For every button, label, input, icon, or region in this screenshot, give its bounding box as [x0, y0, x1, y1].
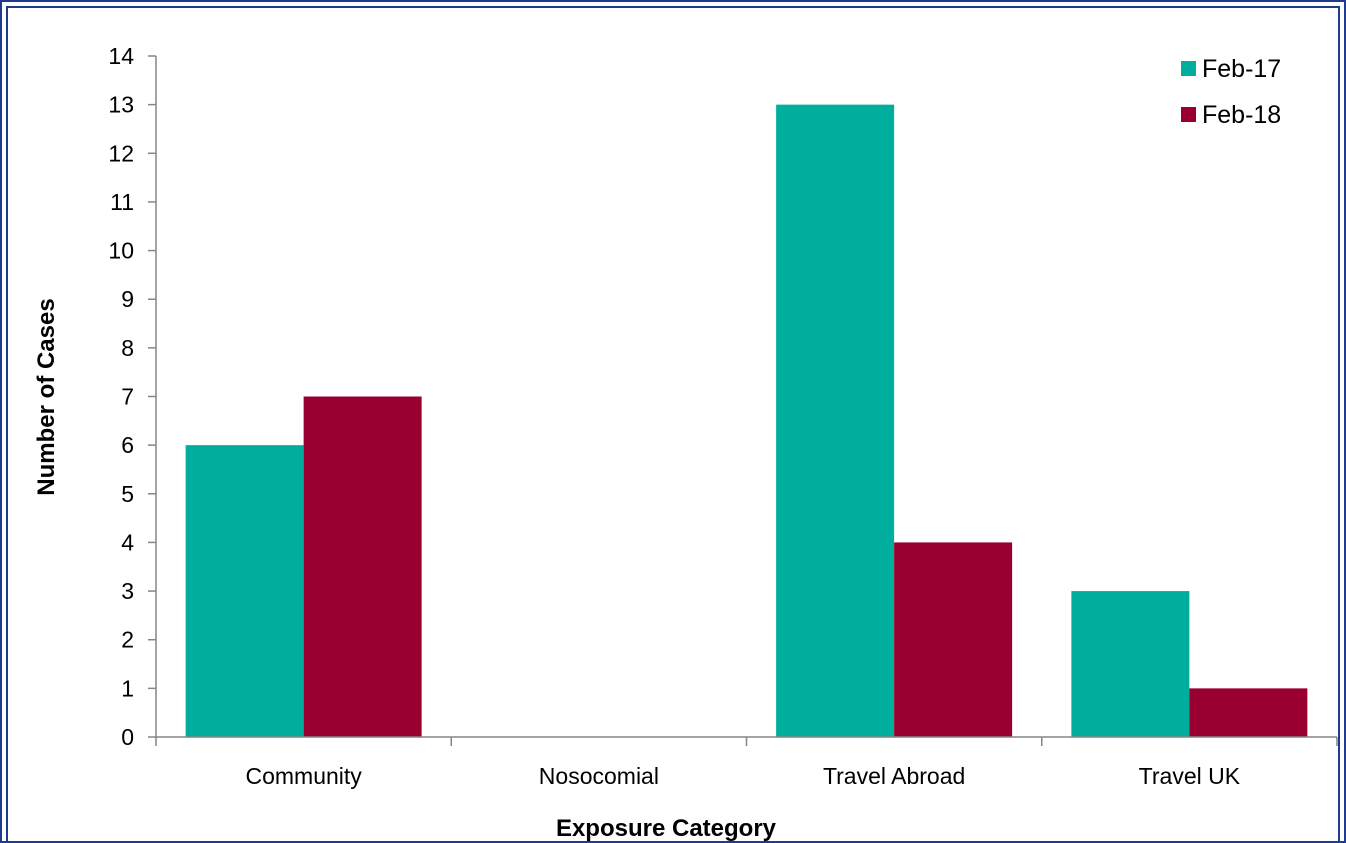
bar-feb-17-travel-uk — [1071, 591, 1190, 737]
legend-label-feb-17: Feb-17 — [1202, 55, 1281, 83]
legend-swatch-feb-18 — [1181, 107, 1196, 122]
y-tick-label: 1 — [121, 675, 134, 701]
category-label: Nosocomial — [539, 763, 659, 789]
y-tick-label: 3 — [121, 578, 134, 604]
y-tick-label: 14 — [108, 43, 134, 69]
bar-feb-18-travel-abroad — [894, 542, 1013, 737]
y-tick-label: 11 — [110, 189, 134, 215]
inner-frame — [6, 6, 1340, 843]
category-labels: Community Nosocomial Travel Abroad Travel U… — [245, 763, 1240, 789]
y-tick-label: 6 — [121, 432, 134, 458]
y-tick-label: 2 — [121, 627, 134, 653]
y-tick-label: 0 — [121, 724, 134, 750]
category-label: Community — [245, 763, 362, 789]
y-tick-label: 12 — [108, 140, 134, 166]
x-axis-title: Exposure Category — [556, 815, 777, 842]
y-tick-label: 8 — [121, 335, 134, 361]
legend-swatch-feb-17 — [1181, 61, 1196, 76]
legend-label-feb-18: Feb-18 — [1202, 101, 1281, 129]
category-label: Travel Abroad — [823, 763, 965, 789]
bars-group — [185, 104, 1308, 737]
bar-feb-17-community — [185, 445, 304, 737]
y-axis-title: Number of Cases — [33, 298, 60, 495]
y-tick-label: 5 — [121, 481, 134, 507]
bar-feb-17-travel-abroad — [776, 104, 895, 737]
x-axis-ticks — [155, 737, 1338, 746]
legend: Feb-17 Feb-18 — [1181, 55, 1281, 129]
y-tick-label: 4 — [121, 529, 134, 555]
y-tick-label: 9 — [121, 286, 134, 312]
y-tick-label: 10 — [108, 238, 134, 264]
bar-feb-18-community — [303, 396, 422, 737]
y-tick-label: 7 — [121, 384, 134, 410]
category-label: Travel UK — [1139, 763, 1241, 789]
y-tick-label: 13 — [108, 92, 134, 118]
bar-feb-18-travel-uk — [1189, 688, 1308, 737]
